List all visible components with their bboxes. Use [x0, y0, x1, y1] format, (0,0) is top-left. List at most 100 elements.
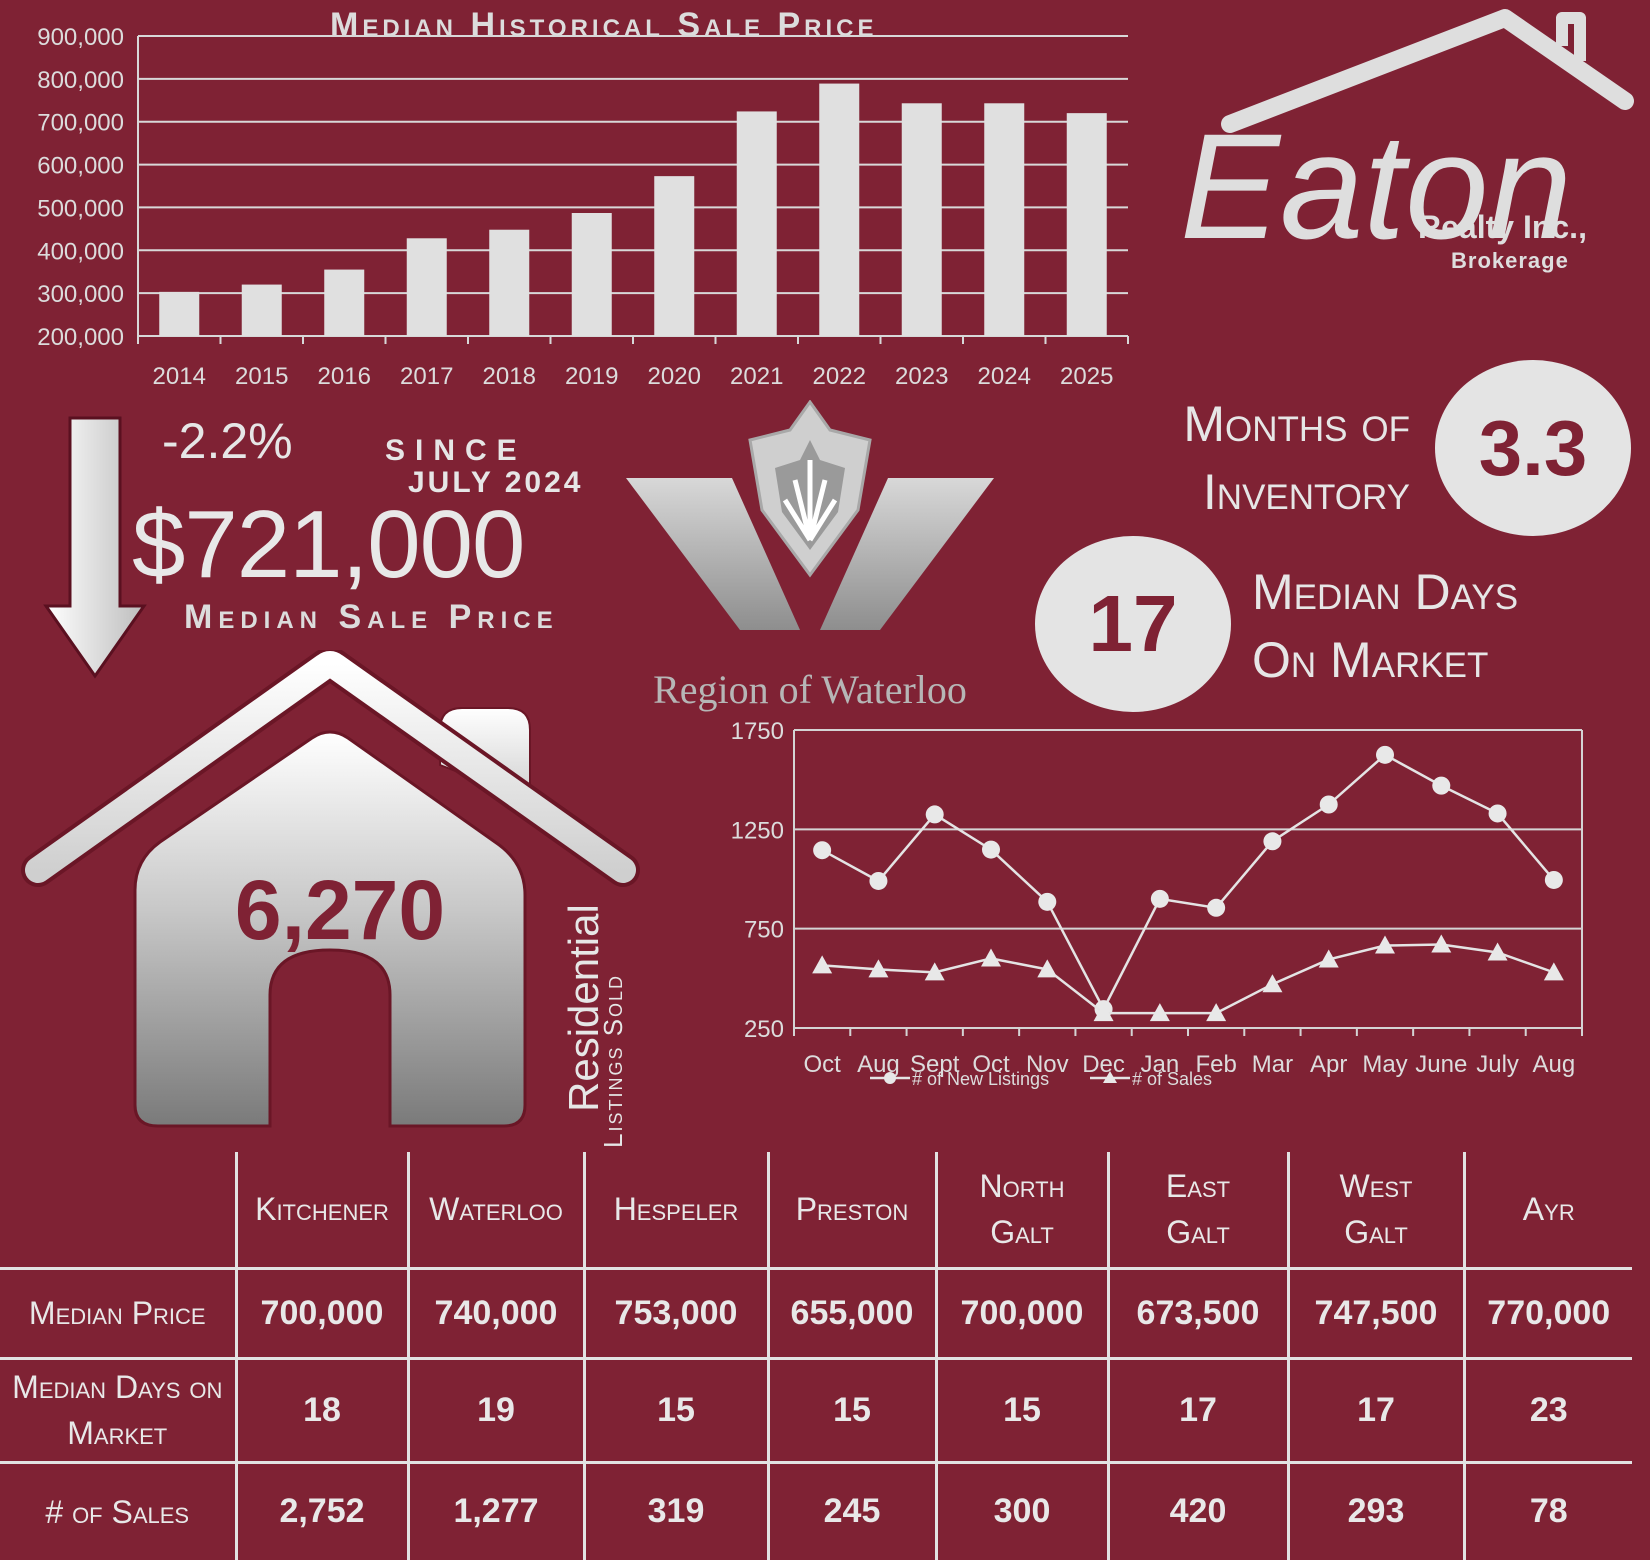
median-days-on-market-value: 17 — [1088, 579, 1178, 668]
x-tick-label: 2014 — [153, 363, 206, 390]
data-point — [1432, 776, 1451, 795]
y-tick-label: 500,000 — [37, 195, 124, 222]
x-tick-label: Dec — [1082, 1051, 1125, 1078]
data-point — [813, 841, 832, 860]
column-header: Ayr — [1462, 1152, 1632, 1270]
legend-label: # of New Listings — [912, 1069, 1049, 1089]
x-tick-label: 2020 — [648, 363, 701, 390]
y-tick-label: 750 — [744, 917, 784, 944]
table-cell: 15 — [766, 1356, 938, 1464]
table-cell: 17 — [1106, 1356, 1290, 1464]
y-tick-label: 1250 — [731, 817, 784, 844]
x-tick-label: Aug — [1533, 1051, 1576, 1078]
bar — [571, 213, 612, 336]
data-point — [812, 955, 833, 974]
x-tick-label: Oct — [972, 1051, 1010, 1078]
data-point — [1488, 804, 1507, 823]
table-cell: 15 — [934, 1356, 1110, 1464]
column-header: West Galt — [1286, 1152, 1466, 1270]
table-cell: 319 — [582, 1460, 770, 1560]
y-tick-label: 300,000 — [37, 281, 124, 308]
median-sale-price: $721,000 — [132, 491, 525, 598]
data-point — [1375, 935, 1395, 954]
table-cell: 420 — [1106, 1460, 1290, 1560]
table-cell: 293 — [1286, 1460, 1466, 1560]
bar — [654, 176, 695, 336]
y-tick-label: 400,000 — [37, 238, 124, 265]
months-of-inventory-value: 3.3 — [1478, 403, 1588, 492]
data-point — [1206, 1003, 1227, 1022]
table-cell: 700,000 — [934, 1266, 1110, 1360]
table-cell: 747,500 — [1286, 1266, 1466, 1360]
row-header: Median Price — [0, 1266, 238, 1360]
x-tick-label: 2021 — [730, 363, 783, 390]
median-days-on-market-badge: 17 — [1035, 536, 1231, 712]
bar — [159, 291, 200, 336]
y-tick-label: 800,000 — [37, 67, 124, 94]
row-header: Median Days on Market — [0, 1356, 238, 1464]
table-cell: 700,000 — [234, 1266, 410, 1360]
data-point — [1376, 745, 1394, 764]
median-days-on-market-label: Median Days On Market — [1252, 558, 1518, 694]
table-cell: 1,277 — [406, 1460, 586, 1560]
bar — [406, 238, 447, 336]
data-point — [1431, 934, 1452, 953]
stats-table: Kitchener Waterloo Hespeler Preston Nort… — [0, 1152, 1632, 1560]
x-tick-label: Nov — [1026, 1051, 1069, 1078]
bar — [736, 111, 777, 336]
data-point — [1319, 795, 1338, 814]
y-tick-label: 700,000 — [37, 110, 124, 137]
median-days-on-market-label-line2: On Market — [1252, 632, 1489, 688]
x-tick-label: Oct — [803, 1051, 841, 1078]
y-tick-label: 200,000 — [37, 324, 124, 351]
region-of-waterloo-logo-icon — [626, 400, 994, 630]
bar — [241, 284, 282, 336]
x-tick-label: 2018 — [483, 363, 536, 390]
bar-chart: 200,000 300,000 400,000 500,000 600,000 700,0… — [37, 24, 1129, 390]
table-cell: 655,000 — [766, 1266, 938, 1360]
table-cell: 245 — [766, 1460, 938, 1560]
data-point — [1150, 889, 1169, 908]
series-line — [822, 943, 1555, 1015]
x-tick-label: June — [1415, 1051, 1467, 1078]
months-of-inventory-label-line2: Inventory — [1202, 464, 1410, 520]
table-cell: 753,000 — [582, 1266, 770, 1360]
x-tick-label: 2022 — [813, 363, 866, 390]
price-change-pct: -2.2% — [162, 413, 293, 469]
table-cell: 740,000 — [406, 1266, 586, 1360]
table-row: Median Days on Market 18 19 15 15 15 17 … — [0, 1356, 1632, 1464]
x-tick-label: 2025 — [1060, 363, 1113, 390]
column-header: North Galt — [934, 1152, 1110, 1270]
column-header: Preston — [766, 1152, 938, 1270]
series-line — [821, 753, 1555, 1012]
months-of-inventory-label: Months of Inventory — [1130, 390, 1410, 526]
data-point — [981, 948, 1001, 967]
data-point — [1318, 949, 1339, 968]
median-sale-price-label: Median Sale Price — [184, 598, 559, 636]
x-tick-label: 2019 — [565, 363, 618, 390]
data-point — [869, 871, 888, 890]
table-cell: 17 — [1286, 1356, 1466, 1464]
x-tick-label: 2023 — [895, 363, 948, 390]
table-cell: 770,000 — [1462, 1266, 1632, 1360]
data-point — [1543, 962, 1564, 981]
column-header: Kitchener — [234, 1152, 410, 1270]
y-tick-label: 900,000 — [37, 24, 124, 51]
bar — [324, 269, 365, 336]
table-cell: 19 — [406, 1356, 586, 1464]
x-tick-label: Mar — [1252, 1051, 1293, 1078]
y-tick-label: 250 — [744, 1016, 784, 1043]
x-tick-label: May — [1362, 1051, 1407, 1078]
down-arrow-icon — [43, 416, 147, 679]
x-tick-label: Sept — [910, 1051, 960, 1078]
table-cell: 300 — [934, 1460, 1110, 1560]
months-of-inventory-label-line1: Months of — [1183, 396, 1410, 452]
since-label: SINCE — [385, 434, 527, 467]
logo-text: Eaton — [1180, 102, 1572, 270]
data-point — [1093, 1003, 1114, 1022]
row-header: # of Sales — [0, 1460, 238, 1560]
data-point — [982, 840, 1000, 859]
column-header: Hespeler — [582, 1152, 770, 1270]
bar — [1066, 113, 1107, 337]
table-cell: 78 — [1462, 1460, 1632, 1560]
